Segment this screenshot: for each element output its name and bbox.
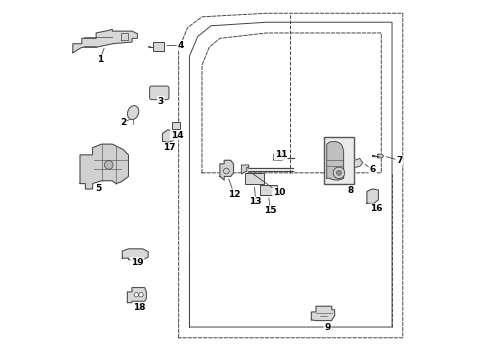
Text: 7: 7 (396, 156, 402, 165)
Polygon shape (80, 144, 128, 189)
Text: 18: 18 (133, 303, 146, 312)
Text: 11: 11 (274, 150, 287, 159)
Bar (172, 122, 180, 129)
Text: 16: 16 (369, 204, 382, 213)
Circle shape (104, 161, 113, 169)
Text: 19: 19 (131, 258, 144, 267)
Circle shape (333, 167, 344, 179)
Polygon shape (242, 165, 248, 174)
Polygon shape (367, 189, 378, 203)
Polygon shape (378, 154, 383, 158)
Text: 14: 14 (171, 131, 183, 140)
Bar (153, 42, 164, 51)
Circle shape (139, 293, 143, 297)
Text: 9: 9 (324, 323, 331, 332)
Circle shape (134, 293, 139, 297)
Bar (245, 173, 264, 184)
Text: 4: 4 (177, 41, 184, 50)
Circle shape (337, 170, 342, 175)
Bar (324, 137, 354, 184)
Text: 3: 3 (158, 96, 164, 105)
Polygon shape (73, 30, 137, 53)
Text: 12: 12 (228, 190, 241, 199)
Polygon shape (122, 249, 148, 261)
Polygon shape (311, 306, 335, 320)
Text: 10: 10 (273, 188, 285, 197)
Polygon shape (163, 130, 173, 142)
Text: 5: 5 (95, 184, 101, 193)
Polygon shape (354, 158, 363, 167)
Polygon shape (274, 153, 285, 160)
Polygon shape (127, 288, 147, 303)
Bar (260, 185, 276, 195)
Ellipse shape (127, 105, 139, 120)
Text: 2: 2 (120, 118, 126, 127)
Polygon shape (327, 141, 343, 180)
Text: 6: 6 (369, 165, 375, 174)
Text: 1: 1 (97, 55, 103, 64)
Circle shape (223, 168, 229, 174)
Text: 8: 8 (348, 186, 354, 195)
Text: 15: 15 (264, 206, 276, 215)
FancyBboxPatch shape (149, 86, 169, 100)
Text: 17: 17 (163, 143, 176, 152)
Text: 13: 13 (249, 197, 262, 206)
Polygon shape (220, 160, 234, 180)
